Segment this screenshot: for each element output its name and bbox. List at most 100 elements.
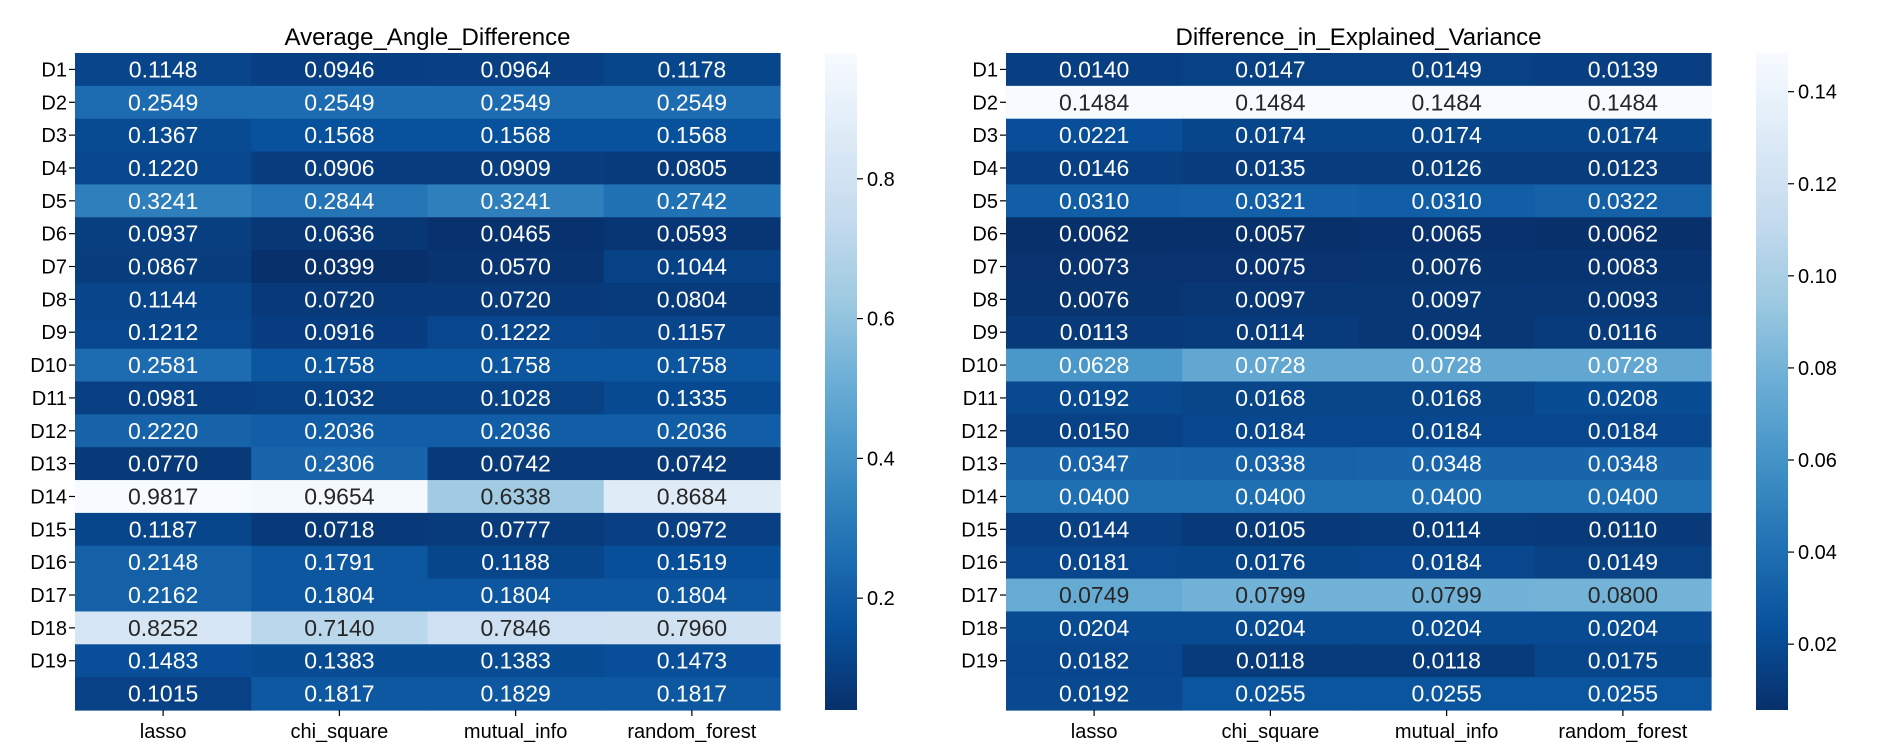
cell-value-label: 0.0338 [1235,451,1305,477]
heatmap-cell [75,644,252,678]
heatmap-cell [603,217,781,251]
cell-value-label: 0.1187 [129,516,198,542]
cell-value-label: 0.1383 [480,648,550,674]
cell-value-label: 0.0204 [1411,615,1482,641]
cell-value-label: 0.0075 [1235,254,1305,280]
heatmap-cell [251,250,429,284]
heatmap-cell [1534,282,1712,317]
heatmap-cell [603,512,781,547]
y-tick-label: D19 [961,651,998,673]
heatmap-cell [251,677,429,711]
heatmap-cell [75,414,252,448]
x-tick-label: mutual_info [464,721,567,743]
cell-value-label: 0.0728 [1411,352,1481,378]
heatmap-cell [1358,217,1536,251]
cell-value-label: 0.2549 [304,89,374,115]
cell-value-label: 0.0174 [1588,122,1659,148]
heatmap-cell [427,381,605,415]
y-tick-label: D4 [972,158,998,180]
heatmap-cell [603,677,781,711]
heatmap-cell [251,151,429,185]
heatmap-cell [251,118,429,153]
heatmap-cell [603,545,781,580]
heatmap-cell [75,480,252,514]
heatmap-cell [1006,447,1183,481]
cell-value-label: 0.0062 [1588,221,1658,247]
cell-value-label: 0.0176 [1235,549,1305,575]
cell-value-label: 0.0800 [1588,582,1658,608]
heatmap-cell [1534,85,1712,120]
heatmap-cell [427,282,605,317]
cell-value-label: 0.0116 [1589,319,1658,345]
heatmap-cell [427,480,605,514]
cell-value-label: 0.2549 [657,89,727,115]
y-tick-label: D11 [963,388,998,410]
cell-value-label: 0.1220 [128,155,198,181]
cell-value-label: 0.6338 [480,483,550,509]
cell-value-label: 0.2162 [128,582,198,608]
y-tick-label: D6 [41,224,67,246]
colorbar-tick-label: 0.2 [867,588,895,610]
cell-value-label: 0.0255 [1411,681,1481,707]
heatmap-cell [1006,348,1183,383]
cell-value-label: 0.0184 [1235,418,1306,444]
y-tick-label: D14 [961,486,998,508]
heatmap-cell [427,250,605,284]
heatmap-cell [1182,151,1360,185]
heatmap-cell [1182,381,1360,415]
heatmap-cell [1182,282,1360,317]
cell-value-label: 0.0168 [1235,385,1305,411]
cell-value-label: 0.1484 [1411,89,1482,115]
cell-value-label: 0.0799 [1235,582,1305,608]
heatmap-cell [603,414,781,448]
y-tick-label: D7 [972,257,998,279]
cell-value-label: 0.0204 [1235,615,1306,641]
y-tick-label: D3 [972,125,998,147]
cell-value-label: 0.1335 [657,385,727,411]
cell-value-label: 0.0400 [1588,483,1658,509]
x-tick-label: mutual_info [1395,721,1498,743]
heatmap-cell [75,677,252,711]
cell-value-label: 0.0399 [304,254,374,280]
heatmap-cell [1006,611,1183,645]
cell-value-label: 0.0184 [1588,418,1659,444]
cell-value-label: 0.0322 [1588,188,1658,214]
cell-value-label: 0.2844 [304,188,375,214]
y-tick-label: D2 [41,92,67,114]
heatmap-cell [1006,480,1183,514]
cell-value-label: 0.0149 [1588,549,1658,575]
heatmap-cell [1182,447,1360,481]
cell-value-label: 0.0255 [1235,681,1305,707]
heatmap-cell [1534,644,1712,678]
cell-value-label: 0.0718 [304,516,374,542]
heatmap-cell [1534,348,1712,383]
heatmap-cell [251,85,429,120]
heatmap-cell [251,480,429,514]
heatmap-cell [1358,578,1536,613]
colorbar-tick-label: 0.04 [1798,542,1837,564]
heatmap-cell [75,118,252,153]
cell-value-label: 0.0906 [304,155,374,181]
heatmap-cell [427,184,605,218]
cell-value-label: 0.0110 [1589,516,1658,542]
y-tick-label: D10 [961,355,998,377]
cell-value-label: 0.8252 [128,615,198,641]
colorbar-tick-label: 0.02 [1798,634,1837,656]
cell-value-label: 0.0174 [1411,122,1482,148]
cell-value-label: 0.0310 [1059,188,1129,214]
heatmap-cell [1006,315,1183,350]
heatmap-cell [1006,644,1183,678]
cell-value-label: 0.1188 [481,549,550,575]
cell-value-label: 0.7140 [304,615,374,641]
heatmap-cell [1534,118,1712,153]
cell-value-label: 0.0073 [1059,254,1129,280]
cell-value-label: 0.0221 [1059,122,1129,148]
cell-value-label: 0.0140 [1059,56,1129,82]
cell-value-label: 0.7960 [657,615,727,641]
cell-value-label: 0.2220 [128,418,198,444]
cell-value-label: 0.0805 [657,155,727,181]
heatmap-cell [427,578,605,613]
y-tick-label: D11 [32,388,67,410]
heatmap-cell [251,381,429,415]
colorbar: 0.2 0.4 0.6 0.8 [825,53,895,710]
